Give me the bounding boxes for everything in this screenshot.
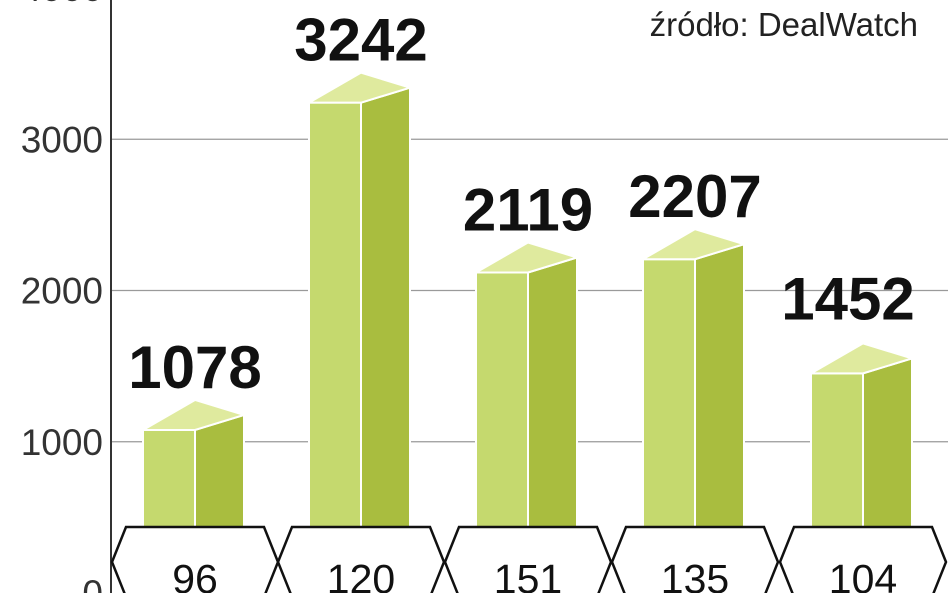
value-label: 1452	[781, 265, 914, 332]
bar	[472, 241, 581, 593]
bars	[139, 71, 916, 593]
category-label: 104	[829, 556, 897, 593]
bar-front-face	[308, 101, 362, 593]
bar-top-face	[807, 342, 916, 375]
category-labels: 96 120 151 135 104	[110, 525, 948, 593]
category-label: 151	[494, 556, 562, 593]
category-label: 120	[327, 556, 395, 593]
y-tick-label: 2000	[21, 271, 103, 312]
category-badge: 120	[276, 525, 446, 593]
value-label: 3242	[294, 7, 427, 74]
source-label: źródło: DealWatch	[650, 6, 918, 43]
category-badge-frame	[610, 525, 780, 593]
bar-side-face	[360, 86, 411, 593]
category-badge-frame	[778, 525, 948, 593]
category-badge: 96	[110, 525, 280, 593]
bar	[305, 71, 414, 593]
bar-top-face	[472, 241, 581, 274]
category-label: 135	[661, 556, 729, 593]
bar-top-face	[305, 71, 414, 104]
category-label: 96	[172, 556, 218, 593]
bar	[639, 228, 748, 593]
category-badge: 151	[443, 525, 613, 593]
y-tick-label: 3000	[21, 119, 103, 160]
bar-top-face	[139, 398, 248, 431]
y-axis-ticks: 4000 3000 2000 1000 0	[21, 0, 103, 593]
y-tick-label: 0	[82, 573, 103, 593]
value-label: 1078	[128, 334, 261, 401]
category-badge: 135	[610, 525, 780, 593]
y-tick-label: 1000	[21, 422, 103, 463]
value-labels: 1078 3242 2119 2207 1452	[128, 7, 914, 401]
y-tick-label: 4000	[21, 0, 103, 9]
value-label: 2119	[463, 177, 593, 244]
category-badge: 104	[778, 525, 948, 593]
bar-top-face	[639, 228, 748, 261]
value-label: 2207	[628, 163, 761, 230]
